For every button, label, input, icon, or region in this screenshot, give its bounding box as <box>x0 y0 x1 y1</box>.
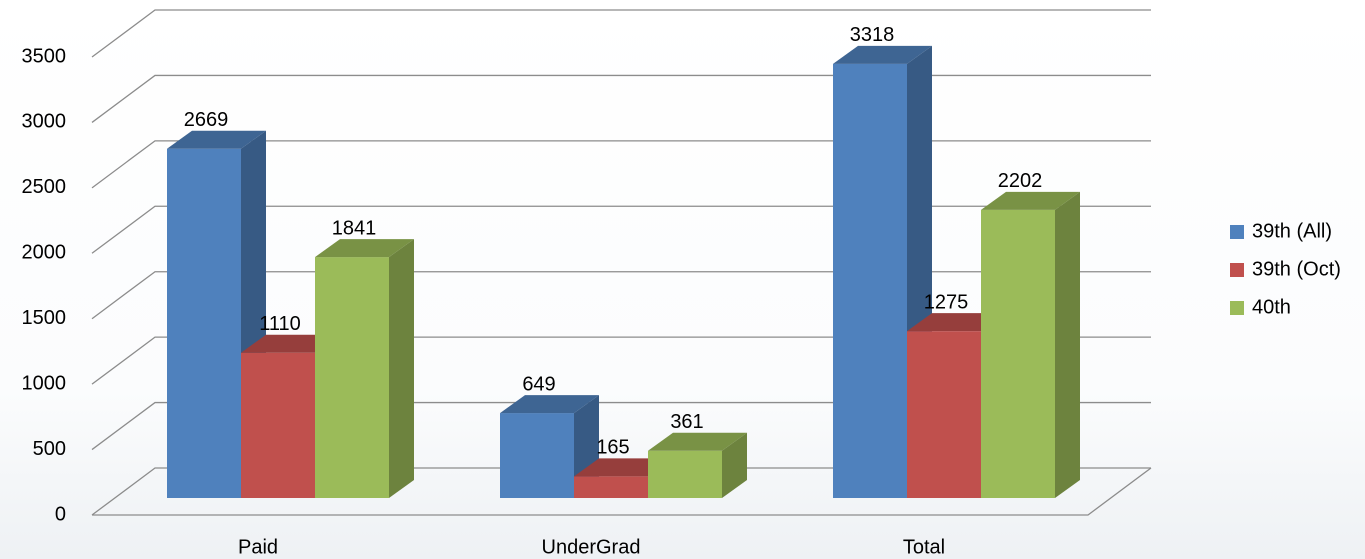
grid-line <box>91 140 1151 189</box>
y-tick-label: 0 <box>55 503 66 525</box>
legend-label: 40th <box>1252 296 1291 318</box>
y-tick-label: 3000 <box>22 111 67 133</box>
x-tick-label: Paid <box>238 536 278 558</box>
y-tick-label: 3500 <box>22 45 67 67</box>
bar-front <box>241 352 315 498</box>
bar-front <box>907 331 981 498</box>
bar-front <box>574 476 648 498</box>
bar-top <box>648 432 747 451</box>
data-label: 2669 <box>184 109 229 131</box>
data-label: 165 <box>596 437 629 459</box>
floor <box>92 467 1152 516</box>
grid-line <box>91 74 1151 123</box>
bar-front <box>500 413 574 498</box>
data-label: 1275 <box>924 291 969 313</box>
bar-front <box>648 450 722 498</box>
data-label: 3318 <box>850 24 895 46</box>
legend-label: 39th (All) <box>1252 220 1332 242</box>
bar-top <box>315 239 414 258</box>
grid-line <box>91 271 1151 320</box>
y-tick-label: 500 <box>33 438 66 460</box>
grid-line <box>91 9 1151 58</box>
bar-front <box>981 209 1055 498</box>
bar <box>500 395 599 498</box>
y-tick-label: 1000 <box>22 372 67 394</box>
data-label: 2202 <box>998 170 1043 192</box>
bar <box>981 191 1080 498</box>
y-tick-label: 2000 <box>22 242 67 264</box>
legend-swatch <box>1230 225 1244 239</box>
bar-side <box>389 239 414 499</box>
y-tick-label: 1500 <box>22 307 67 329</box>
grid-line <box>91 336 1151 385</box>
grid-line <box>91 467 1151 516</box>
bar-top <box>981 191 1080 210</box>
legend-label: 39th (Oct) <box>1252 258 1341 280</box>
bar-front <box>315 257 389 498</box>
grid-line <box>91 205 1151 254</box>
legend-swatch <box>1230 301 1244 315</box>
data-label: 649 <box>522 373 555 395</box>
data-label: 1110 <box>259 313 301 335</box>
bar-side <box>1055 191 1080 498</box>
data-label: 1841 <box>332 217 377 239</box>
data-label: 361 <box>670 411 703 433</box>
bar-front <box>167 148 241 498</box>
bar-top <box>833 45 932 64</box>
legend-swatch <box>1230 263 1244 277</box>
bar-front <box>833 63 907 498</box>
bar-side <box>722 432 747 498</box>
bar-top <box>167 130 266 149</box>
bar-top <box>500 395 599 414</box>
bar <box>648 432 747 498</box>
grid-line <box>91 401 1151 451</box>
bar <box>315 239 414 499</box>
y-tick-label: 2500 <box>22 176 67 198</box>
x-tick-label: UnderGrad <box>542 536 641 558</box>
x-tick-label: Total <box>903 536 945 558</box>
